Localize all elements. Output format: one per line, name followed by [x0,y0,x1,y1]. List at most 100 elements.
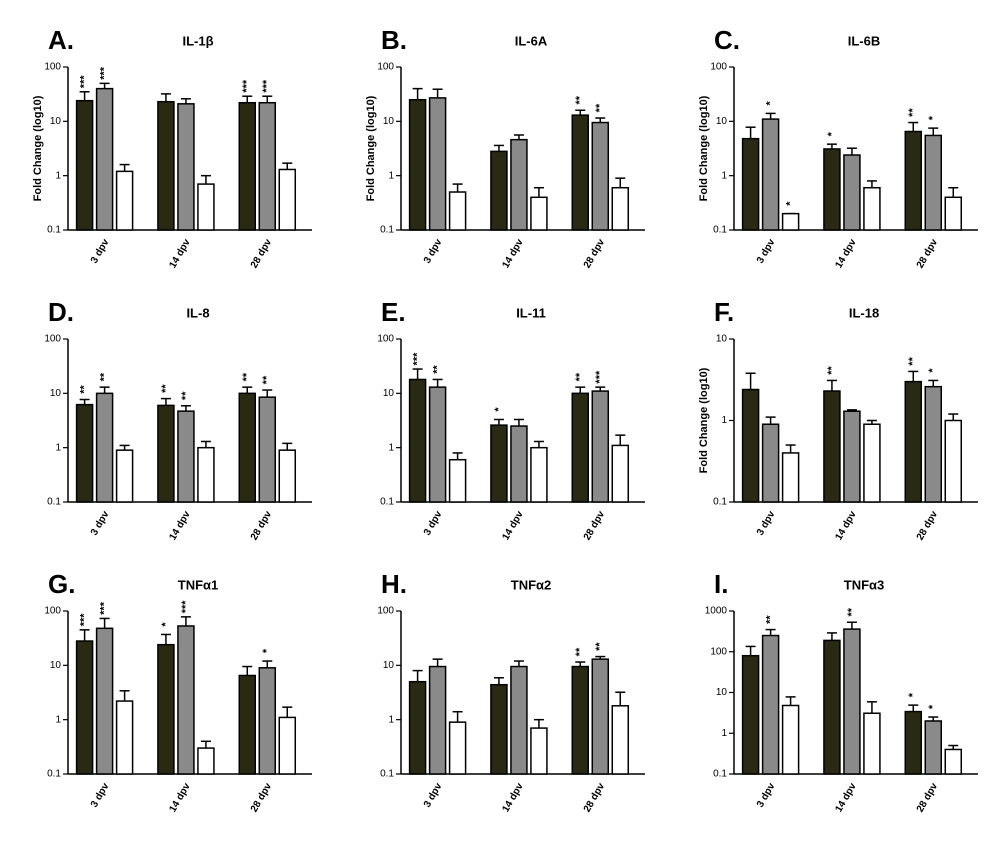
bar [197,183,215,231]
bar [258,667,277,775]
y-tick-label: 10 [716,116,728,127]
significance-mark: *** [594,370,606,384]
bar [611,444,630,503]
bar [781,452,800,503]
significance-mark: ** [574,372,586,381]
bar [510,425,528,503]
bar [115,449,134,503]
bar [75,99,94,231]
bar [115,700,134,775]
bar [741,654,760,775]
bar [177,410,195,503]
significance-mark: ** [594,642,606,651]
bar [510,138,528,231]
panel-title: IL-6B [848,33,881,48]
bar [75,640,94,775]
bar [611,705,630,775]
significance-mark: * [927,704,939,709]
significance-mark: * [765,101,777,106]
significance-mark: * [261,648,273,653]
panel-title: TNFα2 [511,577,552,592]
y-tick-label: 0.1 [47,497,61,508]
panel-title: IL-1β [182,33,213,48]
bar [904,710,923,775]
bar [571,392,590,503]
bar [571,114,590,231]
bar [238,674,257,775]
bar [95,87,114,231]
y-tick-label: 100 [710,62,727,73]
y-tick-label: 10 [50,116,62,127]
y-tick-label: 10 [383,388,395,399]
significance-mark: ** [160,384,172,393]
bar [238,392,257,503]
bar [278,449,297,503]
bar [924,385,943,503]
bar [843,154,861,231]
y-tick-label: 1 [388,442,394,453]
y-tick-label: 1 [721,728,727,739]
significance-mark: * [907,692,919,697]
bar [904,130,923,231]
bar [761,118,780,231]
significance-mark: *** [79,613,91,627]
y-tick-label: 0.1 [47,769,61,780]
bar [843,628,861,775]
bar [924,134,943,231]
bar [258,396,277,503]
bar [571,665,590,775]
y-axis-label: Fold Change (log10) [698,367,710,473]
bar [823,390,841,503]
bar [863,423,881,503]
significance-mark: ** [574,95,586,104]
significance-mark: * [826,131,838,136]
bar [278,168,297,231]
panel-letter: F. [714,297,734,327]
panel-letter: E. [381,297,406,327]
bar [490,683,508,775]
significance-mark: ** [432,364,444,373]
bar [591,390,610,503]
bar [75,403,94,503]
significance-mark: * [927,368,939,373]
y-tick-label: 0.1 [380,497,394,508]
panel-letter: H. [381,569,407,599]
bar [761,634,780,775]
panel-title: TNFα3 [844,577,885,592]
significance-mark: ** [765,615,777,624]
bar [157,643,175,775]
panel-letter: G. [48,569,75,599]
y-tick-label: 10 [716,334,728,345]
bar [944,419,963,503]
bar [157,100,175,231]
y-tick-label: 100 [377,62,394,73]
panel-letter: D. [48,297,74,327]
significance-mark: * [493,407,505,412]
bar [428,665,447,775]
significance-mark: ** [826,365,838,374]
bar [258,101,277,231]
bar [741,388,760,503]
bar [448,458,467,503]
y-tick-label: 0.1 [47,225,61,236]
bar [448,191,467,231]
y-tick-label: 0.1 [713,497,727,508]
significance-mark: ** [907,356,919,365]
bar [95,627,114,775]
bar [197,747,215,775]
y-tick-label: 1 [55,170,61,181]
significance-mark: ** [180,391,192,400]
panel-title: IL-18 [849,305,879,320]
bar [823,639,841,775]
y-tick-label: 0.1 [380,225,394,236]
y-axis-label: Fold Change (log10) [32,95,44,201]
y-tick-label: 1 [55,714,61,725]
bar [823,148,841,231]
bar [490,150,508,231]
significance-mark: *** [241,79,253,93]
significance-mark: * [927,115,939,120]
significance-mark: * [160,622,172,627]
y-tick-label: 0.1 [713,769,727,780]
significance-mark: ** [594,103,606,112]
